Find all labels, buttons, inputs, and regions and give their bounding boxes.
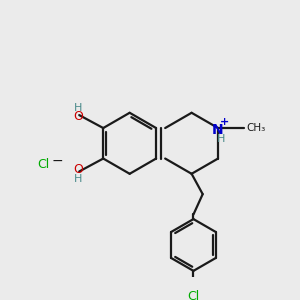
Text: Cl: Cl <box>187 290 200 300</box>
Text: N: N <box>212 123 224 137</box>
Text: H: H <box>74 174 82 184</box>
Text: O: O <box>73 163 83 176</box>
Text: H: H <box>74 103 82 113</box>
Text: Cl: Cl <box>37 158 50 171</box>
Text: O: O <box>73 110 83 122</box>
Text: CH₃: CH₃ <box>247 123 266 133</box>
Text: H: H <box>217 134 225 144</box>
Text: −: − <box>52 154 64 168</box>
Text: +: + <box>220 117 229 127</box>
